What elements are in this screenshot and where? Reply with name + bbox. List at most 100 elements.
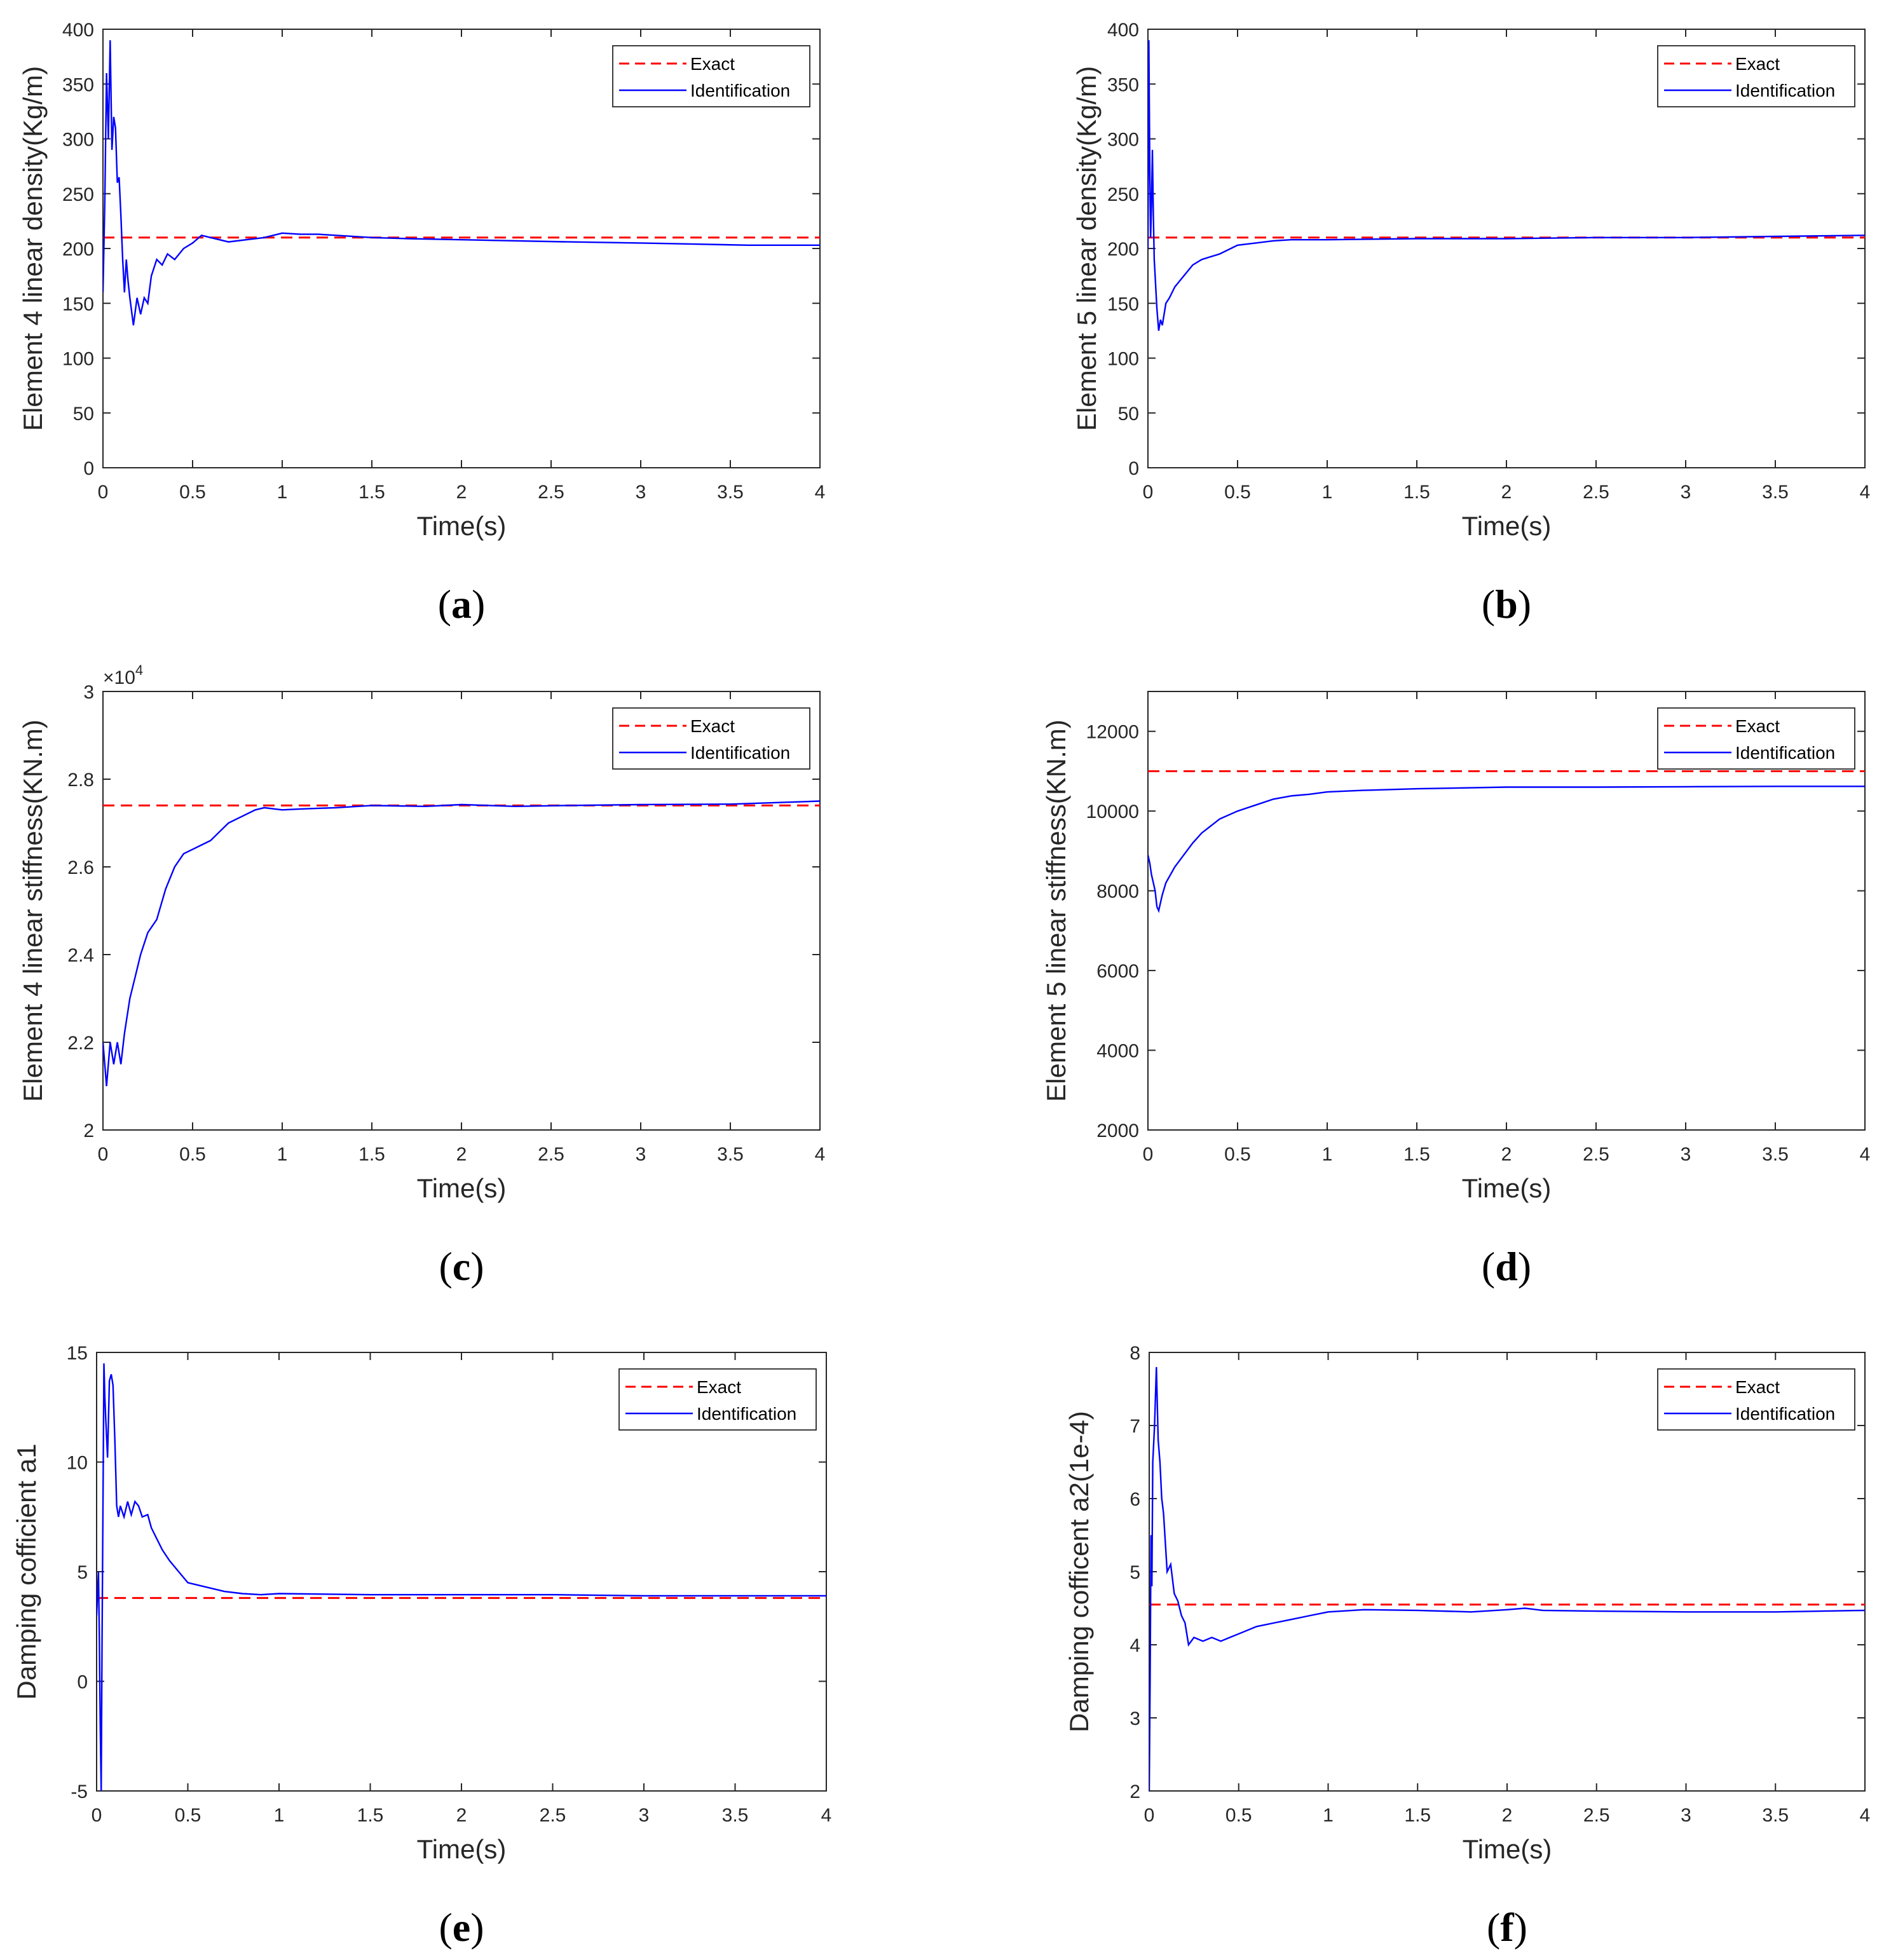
y-tick-label: 350 [1107, 74, 1139, 95]
y-tick-label: 100 [1107, 349, 1139, 370]
y-tick-label: 250 [1107, 184, 1139, 205]
x-tick-label: 2.5 [1583, 1805, 1610, 1826]
x-tick-label: 2.5 [1583, 1144, 1609, 1165]
y-tick-label: 300 [62, 130, 94, 151]
x-tick-label: 2 [456, 1805, 467, 1826]
legend-box [1657, 45, 1855, 107]
series-identification-line [1148, 786, 1865, 913]
y-tick-label: 50 [73, 404, 94, 425]
x-tick-label: 1.5 [1403, 1144, 1430, 1165]
y-tick-label: 8 [1130, 1343, 1140, 1364]
legend: Exact Identification [618, 1368, 817, 1431]
x-tick-label: 3 [639, 1805, 650, 1826]
panel-label: (c) [439, 1244, 484, 1289]
x-tick-label: 1 [274, 1805, 285, 1826]
legend-identification-label: Identification [1735, 1404, 1835, 1424]
y-axis-label: Element 5 linear density(Kg/m) [1072, 66, 1102, 431]
x-tick-label: 2.5 [540, 1805, 566, 1826]
series-identification-line [1149, 1366, 1865, 1791]
x-axis-label: Time(s) [417, 1834, 507, 1864]
y-tick-label: 2.6 [67, 857, 94, 878]
chart-panel-b: 0 0.5 1 1.5 2 2.5 3 3.5 4 0 50 100 150 200 250 300 350 40… [1072, 20, 1870, 627]
y-tick-label: 300 [1107, 130, 1139, 151]
y-tick-label: 2000 [1096, 1120, 1139, 1141]
series-identification-line [103, 800, 820, 1087]
y-tick-label: 4000 [1096, 1041, 1139, 1062]
legend-identification-label: Identification [690, 81, 790, 100]
x-axis-label: Time(s) [417, 1173, 507, 1203]
y-tick-label: 2 [83, 1120, 94, 1141]
y-tick-label: 4 [1130, 1635, 1140, 1656]
y-tick-label: 400 [62, 20, 94, 41]
legend-identification-label: Identification [697, 1404, 796, 1424]
y-tick-label: 10000 [1086, 801, 1139, 822]
x-tick-label: 1 [277, 1144, 288, 1165]
x-tick-label: 3 [636, 1144, 646, 1165]
x-tick-label: 0 [98, 482, 109, 503]
x-tick-label: 2.5 [538, 482, 564, 503]
x-tick-label: 3.5 [1762, 482, 1789, 503]
legend-exact-label: Exact [697, 1377, 741, 1397]
x-tick-label: 0.5 [179, 1144, 206, 1165]
x-tick-label: 1.5 [357, 1805, 384, 1826]
x-tick-label: 1 [277, 482, 288, 503]
y-tick-label: 5 [1130, 1562, 1140, 1583]
y-axis-label: Damping cofficent a2(1e-4) [1064, 1411, 1094, 1732]
x-tick-label: 4 [821, 1805, 832, 1826]
x-tick-label: 1 [1322, 482, 1333, 503]
y-axis-label: Element 4 linear stiffness(KN.m) [18, 719, 48, 1101]
chart-panel-c: 0 0.5 1 1.5 2 2.5 3 3.5 422.22.42.62.83×104Time(… [18, 662, 825, 1289]
y-tick-label: 200 [62, 239, 94, 260]
x-tick-label: 3.5 [717, 1144, 744, 1165]
chart-panel-d: 0 0.5 1 1.5 2 2.5 3 3.5 4 2000 4000 6000 8000 10000 12… [1041, 691, 1870, 1289]
x-tick-label: 3.5 [717, 482, 744, 503]
x-tick-label: 0 [1144, 1805, 1155, 1826]
legend: Exact Identification [1657, 707, 1855, 770]
y-tick-label: 350 [62, 74, 94, 95]
series-identification-line [1148, 40, 1865, 331]
panel-label: (b) [1482, 582, 1531, 627]
legend-exact-label: Exact [690, 54, 735, 74]
y-tick-label: 2.8 [67, 770, 94, 791]
x-axis-label: Time(s) [417, 511, 507, 541]
y-tick-label: 50 [1118, 404, 1139, 425]
x-tick-label: 4 [1860, 482, 1871, 503]
legend: Exact Identification [1657, 1368, 1855, 1431]
x-tick-label: 0 [98, 1144, 109, 1165]
panel-label: (e) [439, 1905, 484, 1950]
panel-label-letter: f [1500, 1905, 1514, 1950]
x-tick-label: 0 [1143, 1144, 1154, 1165]
x-tick-label: 0.5 [1225, 1805, 1252, 1826]
panel-label-letter: a [451, 582, 472, 627]
y-tick-label: 5 [77, 1562, 88, 1583]
x-tick-label: 1 [1322, 1144, 1333, 1165]
x-axis-label: Time(s) [1462, 511, 1552, 541]
panel-label-letter: c [453, 1244, 470, 1289]
panel-label-letter: d [1495, 1244, 1518, 1289]
x-tick-label: 3 [1681, 1144, 1691, 1165]
legend-identification-label: Identification [690, 743, 790, 763]
x-tick-label: 3.5 [722, 1805, 749, 1826]
x-tick-label: 4 [1860, 1144, 1871, 1165]
x-axis-label: Time(s) [1463, 1834, 1552, 1864]
legend-identification-label: Identification [1735, 743, 1835, 763]
x-tick-label: 2 [456, 482, 467, 503]
panel-label-letter: e [453, 1905, 470, 1950]
series-identification-line [103, 40, 820, 325]
x-tick-label: 2.5 [538, 1144, 564, 1165]
x-tick-label: 4 [1860, 1805, 1871, 1826]
chart-panel-a: 0 0.5 1 1.5 2 2.5 3 3.5 4 0 50 100 150 200 250 300 350 40… [18, 20, 825, 627]
legend-exact-label: Exact [1735, 716, 1780, 736]
x-tick-label: 2 [1501, 1144, 1512, 1165]
y-tick-label: 7 [1130, 1416, 1140, 1437]
x-tick-label: 0 [92, 1805, 102, 1826]
x-tick-label: 2 [456, 1144, 467, 1165]
panel-label-letter: b [1495, 582, 1518, 627]
x-tick-label: 3.5 [1762, 1144, 1789, 1165]
y-exponent-power: 4 [135, 662, 143, 678]
x-tick-label: 1.5 [358, 482, 385, 503]
series-identification-line [97, 1363, 826, 1791]
y-tick-label: 12000 [1086, 722, 1139, 743]
x-tick-label: 1.5 [1403, 482, 1430, 503]
